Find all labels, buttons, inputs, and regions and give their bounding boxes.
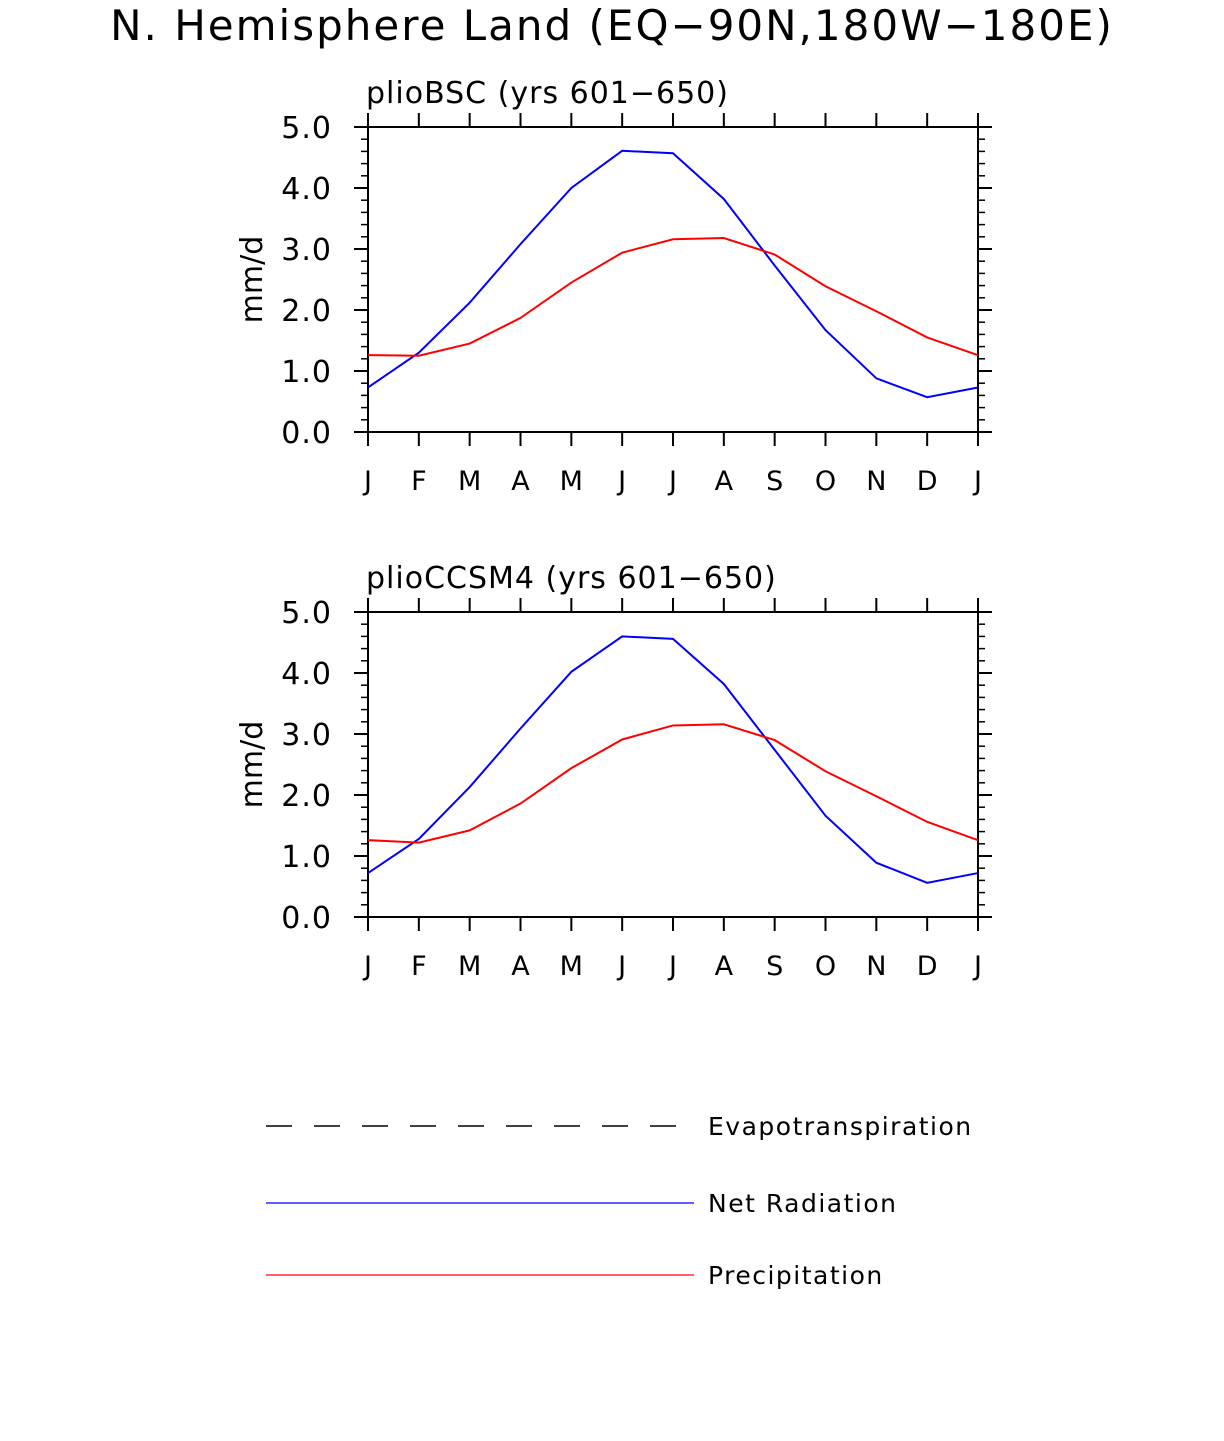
y-tick-label: 0.0: [281, 901, 332, 936]
x-tick-label: D: [917, 466, 938, 497]
y-tick-label: 2.0: [281, 294, 332, 329]
x-tick-label: J: [972, 951, 982, 982]
y-tick-label: 5.0: [281, 596, 332, 631]
series-line-precipitation: [367, 723, 979, 844]
y-tick-label: 5.0: [281, 111, 332, 146]
y-tick-label: 0.0: [281, 416, 332, 451]
x-tick-label: D: [917, 951, 938, 982]
x-tick-label: N: [866, 466, 886, 497]
y-tick-label: 3.0: [281, 233, 332, 268]
plot-frame: [367, 611, 979, 918]
x-tick-label: J: [616, 951, 626, 982]
legend-label: Evapotranspiration: [708, 1112, 973, 1141]
x-tick-label: A: [511, 951, 530, 982]
x-tick-label: J: [616, 466, 626, 497]
x-tick-label: S: [766, 466, 783, 497]
y-tick-label: 4.0: [281, 657, 332, 692]
x-tick-label: J: [362, 466, 372, 497]
x-tick-label: J: [667, 951, 677, 982]
legend: Evapotranspiration Net Radiation Precipita…: [266, 1112, 973, 1290]
figure-title: N. Hemisphere Land (EQ−90N,180W−180E): [110, 1, 1114, 50]
x-tick-label: O: [815, 466, 836, 497]
plot-frame: [367, 126, 979, 433]
y-tick-label: 2.0: [281, 779, 332, 814]
y-axis-label: mm/d: [235, 236, 270, 324]
x-tick-label: M: [560, 466, 583, 497]
x-tick-label: M: [458, 951, 481, 982]
x-tick-label: N: [866, 951, 886, 982]
y-tick-label: 1.0: [281, 840, 332, 875]
series-line-precipitation: [367, 237, 979, 357]
y-axis-label: mm/d: [235, 721, 270, 809]
x-tick-label: S: [766, 951, 783, 982]
x-tick-label: F: [411, 466, 427, 497]
series-line-net-radiation: [367, 149, 979, 399]
x-tick-label: A: [511, 466, 530, 497]
x-tick-label: J: [362, 951, 372, 982]
series-line-net-radiation: [367, 635, 979, 884]
x-tick-label: M: [560, 951, 583, 982]
panel-title: plioBSC (yrs 601−650): [366, 76, 729, 111]
y-tick-label: 4.0: [281, 172, 332, 207]
chart-panels: plioBSC (yrs 601−650)J F M A M J J A S O N D J0.01.0…: [235, 76, 992, 982]
x-tick-label: A: [715, 951, 734, 982]
x-tick-label: O: [815, 951, 836, 982]
x-tick-label: F: [411, 951, 427, 982]
chart-panel-1: plioBSC (yrs 601−650)J F M A M J J A S O N D J0.01.0…: [235, 76, 992, 497]
y-tick-label: 3.0: [281, 718, 332, 753]
y-tick-label: 1.0: [281, 355, 332, 390]
panel-title: plioCCSM4 (yrs 601−650): [366, 561, 777, 596]
x-tick-label: M: [458, 466, 481, 497]
legend-label: Precipitation: [708, 1261, 884, 1290]
x-tick-label: A: [715, 466, 734, 497]
chart-panel-2: plioCCSM4 (yrs 601−650)J F M A M J J A S O N D J0.01…: [235, 561, 992, 982]
x-tick-label: J: [667, 466, 677, 497]
legend-label: Net Radiation: [708, 1189, 898, 1218]
x-tick-label: J: [972, 466, 982, 497]
